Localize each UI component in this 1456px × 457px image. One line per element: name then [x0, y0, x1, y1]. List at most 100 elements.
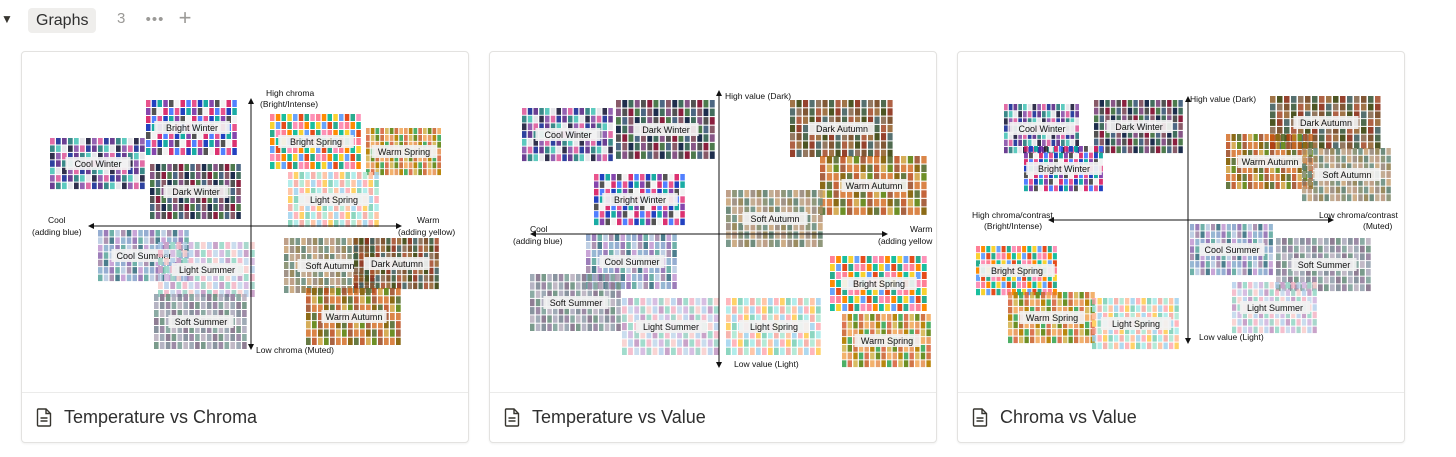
- swatch: [1195, 261, 1200, 268]
- swatch: [386, 267, 391, 275]
- view-tab-graphs[interactable]: Graphs: [28, 8, 97, 33]
- swatch: [316, 122, 321, 129]
- swatch: [1361, 96, 1367, 103]
- swatch: [289, 262, 295, 269]
- swatch: [550, 154, 556, 162]
- swatch: [177, 294, 183, 301]
- swatch: [556, 115, 561, 123]
- swatch: [359, 275, 364, 282]
- swatch: [1368, 119, 1374, 126]
- swatch: [104, 175, 109, 182]
- swatch: [177, 334, 183, 341]
- swatch: [1341, 186, 1346, 194]
- gallery-card[interactable]: Cool Winter Dark Winter Bright Winter Dark …: [957, 51, 1405, 443]
- gallery-card[interactable]: Cool Winter Dark Winter Dark Autumn Warm Au…: [489, 51, 937, 443]
- swatch: [1231, 158, 1236, 165]
- swatch: [158, 250, 163, 257]
- swatch: [293, 180, 299, 187]
- swatch: [616, 323, 621, 331]
- gallery-card[interactable]: Bright Winter Cool Winter Bright Spring War…: [21, 51, 469, 443]
- swatch: [372, 321, 377, 329]
- swatch: [1049, 178, 1053, 185]
- swatch: [1064, 152, 1068, 159]
- swatch: [659, 108, 665, 117]
- palette-tile: Soft Autumn: [726, 190, 823, 247]
- swatch: [389, 155, 394, 162]
- swatch: [1237, 268, 1242, 276]
- swatch: [394, 141, 399, 148]
- swatch: [830, 272, 835, 279]
- swatch: [847, 360, 852, 368]
- swatch: [848, 288, 854, 295]
- swatch: [599, 274, 604, 282]
- swatch: [898, 314, 903, 321]
- swatch: [295, 278, 300, 285]
- swatch: [680, 203, 685, 211]
- swatch: [1070, 139, 1075, 146]
- swatch: [697, 142, 703, 151]
- swatch: [1237, 326, 1242, 334]
- swatch: [858, 352, 864, 360]
- swatch: [640, 339, 646, 347]
- swatch: [842, 133, 848, 141]
- swatch: [879, 264, 884, 271]
- swatch: [386, 252, 391, 260]
- ellipsis-icon[interactable]: •••: [145, 10, 165, 28]
- card-title-row[interactable]: Chroma vs Value: [958, 393, 1404, 442]
- swatch: [810, 322, 815, 331]
- swatch: [1049, 146, 1053, 152]
- swatch: [128, 145, 133, 152]
- swatch: [1306, 276, 1311, 284]
- swatch: [1297, 166, 1302, 173]
- swatch: [1330, 186, 1335, 194]
- swatch: [354, 260, 359, 267]
- swatch: [281, 154, 286, 161]
- swatch: [1296, 282, 1301, 289]
- swatch: [339, 204, 345, 211]
- palette-label: Warm Spring: [1026, 313, 1078, 323]
- swatch: [154, 294, 159, 301]
- swatch: [683, 314, 689, 322]
- swatch: [110, 152, 115, 160]
- swatch: [328, 180, 333, 187]
- swatch: [155, 274, 160, 282]
- swatch: [1312, 296, 1317, 304]
- swatch: [270, 114, 275, 121]
- swatch: [1211, 268, 1216, 276]
- swatch: [822, 100, 828, 108]
- swatch: [805, 231, 811, 239]
- card-title-row[interactable]: Temperature vs Chroma: [22, 393, 468, 442]
- swatch: [293, 162, 298, 169]
- swatch: [796, 100, 802, 108]
- swatch: [620, 234, 625, 241]
- swatch: [215, 100, 220, 107]
- swatch: [796, 124, 802, 133]
- swatch: [1127, 115, 1133, 123]
- plus-icon[interactable]: +: [178, 5, 192, 30]
- card-title-row[interactable]: Temperature vs Value: [490, 393, 936, 442]
- palette-label: Bright Winter: [166, 123, 218, 133]
- swatch: [976, 274, 980, 281]
- swatch: [1099, 152, 1103, 159]
- swatch: [194, 282, 200, 289]
- swatch: [1270, 134, 1275, 141]
- swatch: [881, 108, 887, 116]
- swatch: [109, 230, 114, 237]
- swatch: [657, 181, 662, 188]
- swatch: [287, 146, 292, 153]
- swatch: [161, 267, 166, 274]
- swatch: [1022, 274, 1027, 281]
- swatch: [318, 238, 323, 245]
- swatch: [1032, 104, 1037, 111]
- swatch: [1136, 342, 1141, 350]
- swatch: [62, 160, 67, 167]
- triangle-down-icon[interactable]: ▼: [1, 12, 13, 26]
- swatch: [336, 337, 341, 345]
- swatch: [399, 155, 403, 162]
- swatch: [861, 108, 867, 116]
- swatch: [1268, 261, 1273, 268]
- swatch: [1090, 292, 1095, 299]
- swatch: [666, 117, 671, 125]
- swatch: [1263, 253, 1268, 261]
- swatch: [683, 306, 689, 314]
